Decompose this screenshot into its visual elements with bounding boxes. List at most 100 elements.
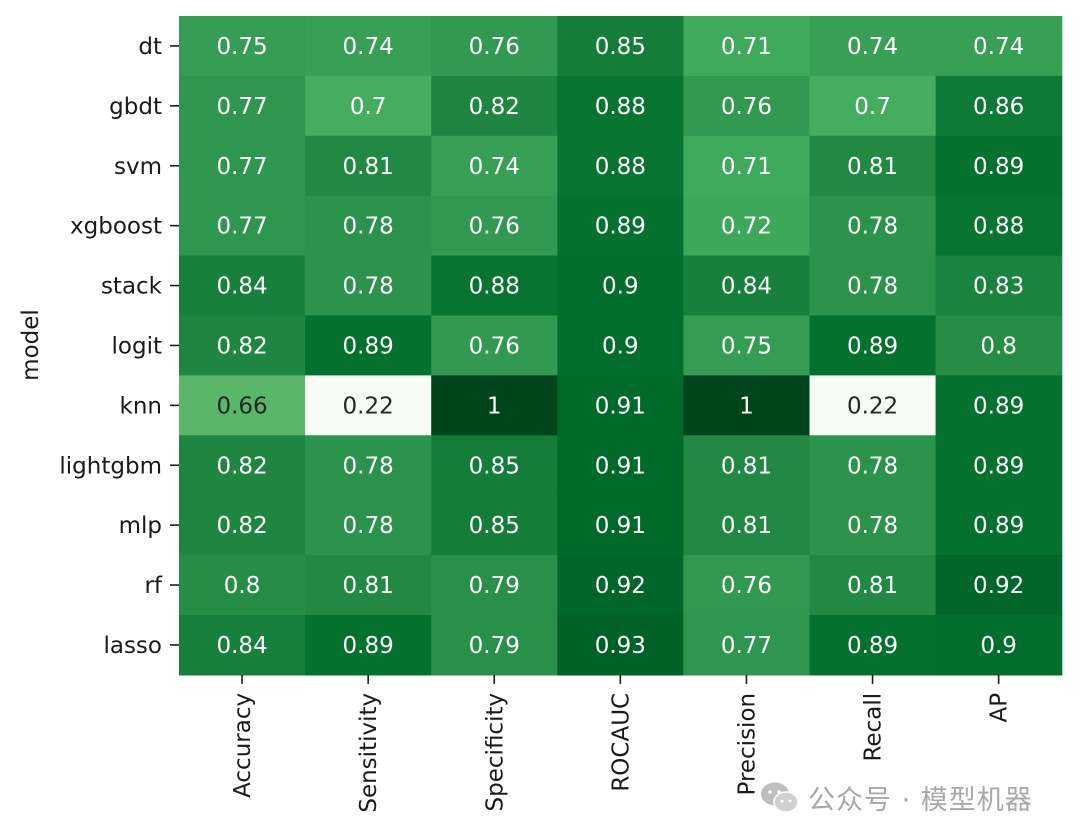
heatmap-cell-gbdt-Sensitivity: [305, 75, 432, 137]
y-tick-label-dt: dt: [138, 34, 162, 60]
heatmap-cell-stack-ROCAUC: [557, 255, 684, 317]
cell-value-logit-Recall: 0.89: [847, 333, 898, 359]
x-tick-label-Recall: Recall: [861, 693, 887, 762]
y-tick-label-knn: knn: [120, 393, 162, 419]
wechat-icon: [761, 782, 799, 813]
heatmap-cell-lightgbm-ROCAUC: [557, 435, 684, 496]
y-tick-label-rf: rf: [144, 573, 162, 599]
heatmap-cell-svm-Accuracy: [179, 135, 306, 197]
cell-value-svm-AP: 0.89: [973, 154, 1024, 180]
cell-value-svm-Precision: 0.71: [721, 154, 772, 180]
cell-value-mlp-ROCAUC: 0.91: [595, 513, 646, 539]
cell-value-gbdt-Sensitivity: 0.7: [350, 94, 387, 120]
x-tick-label-Accuracy: Accuracy: [230, 693, 256, 798]
heatmap-cell-lasso-Specificity: [431, 615, 558, 676]
heatmap-cell-gbdt-Specificity: [431, 75, 558, 137]
heatmap-cell-logit-ROCAUC: [557, 315, 684, 376]
heatmap-cell-knn-AP: [935, 375, 1063, 436]
heatmap-cell-mlp-Recall: [809, 495, 937, 556]
heatmap-cell-svm-AP: [935, 135, 1063, 197]
heatmap-cell-dt-Sensitivity: [305, 16, 432, 77]
heatmap-cell-gbdt-Precision: [683, 75, 811, 137]
cell-value-knn-Precision: 1: [739, 393, 754, 419]
cell-value-rf-Specificity: 0.79: [469, 573, 520, 599]
heatmap-cell-lasso-AP: [935, 615, 1063, 676]
heatmap-cell-svm-Specificity: [431, 135, 558, 197]
heatmap-cell-lightgbm-Sensitivity: [305, 435, 432, 496]
heatmap-cell-mlp-Accuracy: [179, 495, 306, 556]
heatmap-cell-mlp-AP: [935, 495, 1063, 556]
cell-value-knn-Recall: 0.22: [847, 393, 898, 419]
cell-value-gbdt-Precision: 0.76: [721, 94, 772, 120]
cell-value-lightgbm-Accuracy: 0.82: [216, 453, 267, 479]
cell-value-lightgbm-AP: 0.89: [973, 453, 1024, 479]
heatmap-cell-rf-Sensitivity: [305, 555, 432, 616]
cell-value-lasso-Recall: 0.89: [847, 633, 898, 659]
heatmap-cell-lightgbm-Recall: [809, 435, 937, 496]
x-tick-label-AP: AP: [987, 693, 1013, 723]
heatmap-cell-dt-Specificity: [431, 16, 558, 77]
heatmap-cell-svm-Precision: [683, 135, 811, 197]
cell-value-rf-AP: 0.92: [973, 573, 1024, 599]
cell-value-xgboost-AP: 0.88: [973, 214, 1024, 240]
cell-value-dt-Specificity: 0.76: [469, 34, 520, 60]
heatmap-cell-rf-Recall: [809, 555, 937, 616]
cell-value-knn-Specificity: 1: [487, 393, 502, 419]
cell-value-dt-Precision: 0.71: [721, 34, 772, 60]
heatmap-cell-xgboost-Precision: [683, 195, 811, 257]
y-tick-label-stack: stack: [101, 274, 163, 300]
cell-value-dt-Accuracy: 0.75: [216, 34, 267, 60]
heatmap-cell-lasso-Recall: [809, 615, 937, 676]
cell-value-dt-AP: 0.74: [973, 34, 1024, 60]
heatmap-cell-logit-Accuracy: [179, 315, 306, 376]
y-tick-label-gbdt: gbdt: [109, 94, 162, 120]
x-axis: Accuracy Sensitivity Specificity ROCAUC Prec…: [230, 674, 1013, 813]
y-tick-label-xgboost: xgboost: [70, 214, 162, 240]
cell-value-dt-Sensitivity: 0.74: [343, 34, 394, 60]
heatmap-cell-lightgbm-AP: [935, 435, 1063, 496]
heatmap-cell-xgboost-Recall: [809, 195, 937, 257]
heatmap-cell-gbdt-AP: [935, 75, 1063, 137]
heatmap-cell-dt-AP: [935, 16, 1063, 77]
cell-value-mlp-Recall: 0.78: [847, 513, 898, 539]
heatmap-cell-lightgbm-Precision: [683, 435, 811, 496]
cell-value-gbdt-Recall: 0.7: [854, 94, 891, 120]
cell-value-knn-Accuracy: 0.66: [216, 393, 267, 419]
heatmap-cell-logit-Precision: [683, 315, 811, 376]
cell-value-svm-Sensitivity: 0.81: [343, 154, 394, 180]
cell-value-logit-Accuracy: 0.82: [216, 333, 267, 359]
y-tick-label-logit: logit: [112, 333, 162, 359]
heatmap-cell-xgboost-ROCAUC: [557, 195, 684, 257]
heatmap-cell-stack-Specificity: [431, 255, 558, 317]
cell-value-knn-Sensitivity: 0.22: [343, 393, 394, 419]
x-tick-label-Specificity: Specificity: [482, 693, 508, 812]
cell-value-mlp-Precision: 0.81: [721, 513, 772, 539]
cell-value-svm-Accuracy: 0.77: [216, 154, 267, 180]
watermark: 公众号 · 模型机器: [760, 778, 1033, 817]
heatmap-cell-svm-Recall: [809, 135, 937, 197]
cell-value-lightgbm-Recall: 0.78: [847, 453, 898, 479]
heatmap-cell-mlp-Specificity: [431, 495, 558, 556]
cell-value-gbdt-AP: 0.86: [973, 94, 1024, 120]
cell-value-rf-Recall: 0.81: [847, 573, 898, 599]
heatmap-cell-svm-Sensitivity: [305, 135, 432, 197]
cell-value-lasso-Accuracy: 0.84: [216, 633, 267, 659]
heatmap-cell-stack-AP: [935, 255, 1063, 317]
heatmap-cell-gbdt-Accuracy: [179, 75, 306, 137]
heatmap-cell-stack-Precision: [683, 255, 811, 317]
cell-value-stack-ROCAUC: 0.9: [602, 274, 639, 300]
heatmap-cell-dt-Accuracy: [179, 16, 306, 77]
cell-value-gbdt-Accuracy: 0.77: [216, 94, 267, 120]
heatmap-cells: [179, 16, 1063, 676]
heatmap-cell-logit-AP: [935, 315, 1063, 376]
cell-value-lasso-ROCAUC: 0.93: [595, 633, 646, 659]
y-tick-label-lasso: lasso: [103, 633, 162, 659]
heatmap-cell-lasso-Precision: [683, 615, 811, 676]
cell-value-stack-Recall: 0.78: [847, 274, 898, 300]
cell-value-lightgbm-Specificity: 0.85: [469, 453, 520, 479]
heatmap-cell-rf-Specificity: [431, 555, 558, 616]
cell-value-lightgbm-Sensitivity: 0.78: [343, 453, 394, 479]
heatmap-cell-mlp-Precision: [683, 495, 811, 556]
cell-value-svm-ROCAUC: 0.88: [595, 154, 646, 180]
cell-value-logit-Precision: 0.75: [721, 333, 772, 359]
